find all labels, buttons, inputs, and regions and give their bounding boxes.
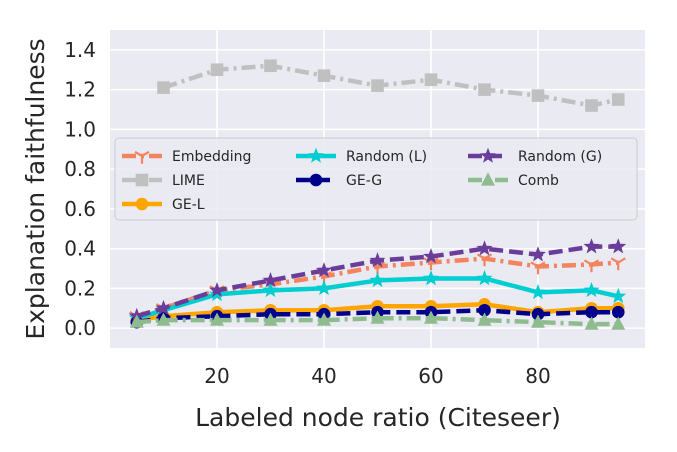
legend-marker <box>309 173 323 187</box>
legend-marker <box>134 150 150 164</box>
data-point <box>210 312 224 326</box>
data-point <box>531 307 545 321</box>
x-tick-label: 60 <box>418 364 443 388</box>
data-point <box>583 281 600 298</box>
data-point <box>478 303 491 317</box>
data-point <box>370 310 385 324</box>
data-point <box>583 259 600 273</box>
legend-label: Embedding <box>172 149 251 165</box>
series-comb <box>129 310 626 330</box>
legend-entry: LIME <box>122 173 205 189</box>
data-point <box>369 272 386 288</box>
y-tick-label: 1.2 <box>64 78 96 102</box>
data-point <box>262 272 279 288</box>
data-point <box>423 270 439 286</box>
data-point <box>476 270 493 286</box>
series-line <box>136 315 619 327</box>
data-point <box>611 93 625 106</box>
data-point <box>129 314 144 328</box>
data-point <box>209 281 225 298</box>
data-point <box>585 305 598 319</box>
y-tick-label: 1.0 <box>64 117 96 141</box>
legend-entry: Comb <box>468 172 559 189</box>
legend-entry: Random (G) <box>468 147 602 165</box>
data-point <box>156 312 171 326</box>
y-tick-label: 0.8 <box>64 157 96 181</box>
legend-entry: Embedding <box>122 149 251 165</box>
data-point <box>530 246 546 262</box>
data-point <box>610 238 627 254</box>
x-tick-label: 40 <box>311 364 336 388</box>
data-point <box>530 261 546 275</box>
data-point <box>476 253 493 267</box>
data-point <box>610 287 627 304</box>
data-point <box>584 316 599 330</box>
legend-label: GE-L <box>172 197 205 213</box>
y-tick-label: 0.0 <box>64 316 96 340</box>
legend-marker <box>308 147 324 163</box>
legend-label: GE-G <box>346 173 382 189</box>
data-point <box>369 252 386 268</box>
data-point <box>424 310 438 324</box>
data-point <box>477 312 492 326</box>
data-point <box>611 305 625 319</box>
data-point <box>155 299 172 316</box>
legend-label: Random (G) <box>518 149 602 165</box>
x-axis-label: Labeled node ratio (Citeseer) <box>195 403 561 432</box>
legend-entry: Random (L) <box>296 147 427 165</box>
y-tick-label: 0.2 <box>64 276 96 300</box>
data-point <box>423 248 439 264</box>
legend-label: Random (L) <box>346 149 427 165</box>
legend-marker <box>480 147 496 163</box>
data-point <box>610 257 626 271</box>
legend-label: Comb <box>518 173 559 189</box>
data-point <box>264 59 277 73</box>
data-point <box>585 99 598 112</box>
series-line <box>162 63 619 108</box>
data-point <box>531 89 545 102</box>
data-point <box>531 314 545 328</box>
legend-marker <box>135 173 149 187</box>
data-point <box>157 81 170 94</box>
legend-entry: GE-G <box>296 173 382 189</box>
data-point <box>316 262 332 278</box>
data-point <box>317 312 331 326</box>
data-point <box>263 312 278 326</box>
legend-marker <box>135 197 149 211</box>
data-point <box>583 238 600 254</box>
data-point <box>316 279 332 296</box>
legend-marker <box>481 172 495 186</box>
data-point <box>371 79 384 92</box>
data-point <box>530 283 546 300</box>
data-point <box>478 83 491 96</box>
legend-label: LIME <box>172 173 205 189</box>
y-tick-label: 0.6 <box>64 197 96 221</box>
legend-entry: GE-L <box>122 197 205 213</box>
data-point <box>262 281 279 298</box>
series-lines <box>128 59 627 330</box>
y-axis-label: Explanation faithfulness <box>21 38 50 339</box>
data-point <box>317 69 331 83</box>
legend: Embedding Random (L) Random (G) LIME GE-G Com… <box>114 137 638 221</box>
data-point <box>424 73 438 86</box>
data-point <box>476 240 493 256</box>
y-tick-label: 1.4 <box>64 38 96 62</box>
legend-box <box>114 137 638 221</box>
x-tick-label: 80 <box>525 364 550 388</box>
data-point <box>210 63 224 77</box>
series-lime <box>157 59 625 112</box>
x-tick-label: 20 <box>204 364 229 388</box>
tick-labels: 0.0 0.2 0.4 0.6 0.8 1.0 1.2 1.4 20 40 60 80 <box>64 38 551 388</box>
data-point <box>611 316 626 330</box>
y-tick-label: 0.4 <box>64 237 96 261</box>
